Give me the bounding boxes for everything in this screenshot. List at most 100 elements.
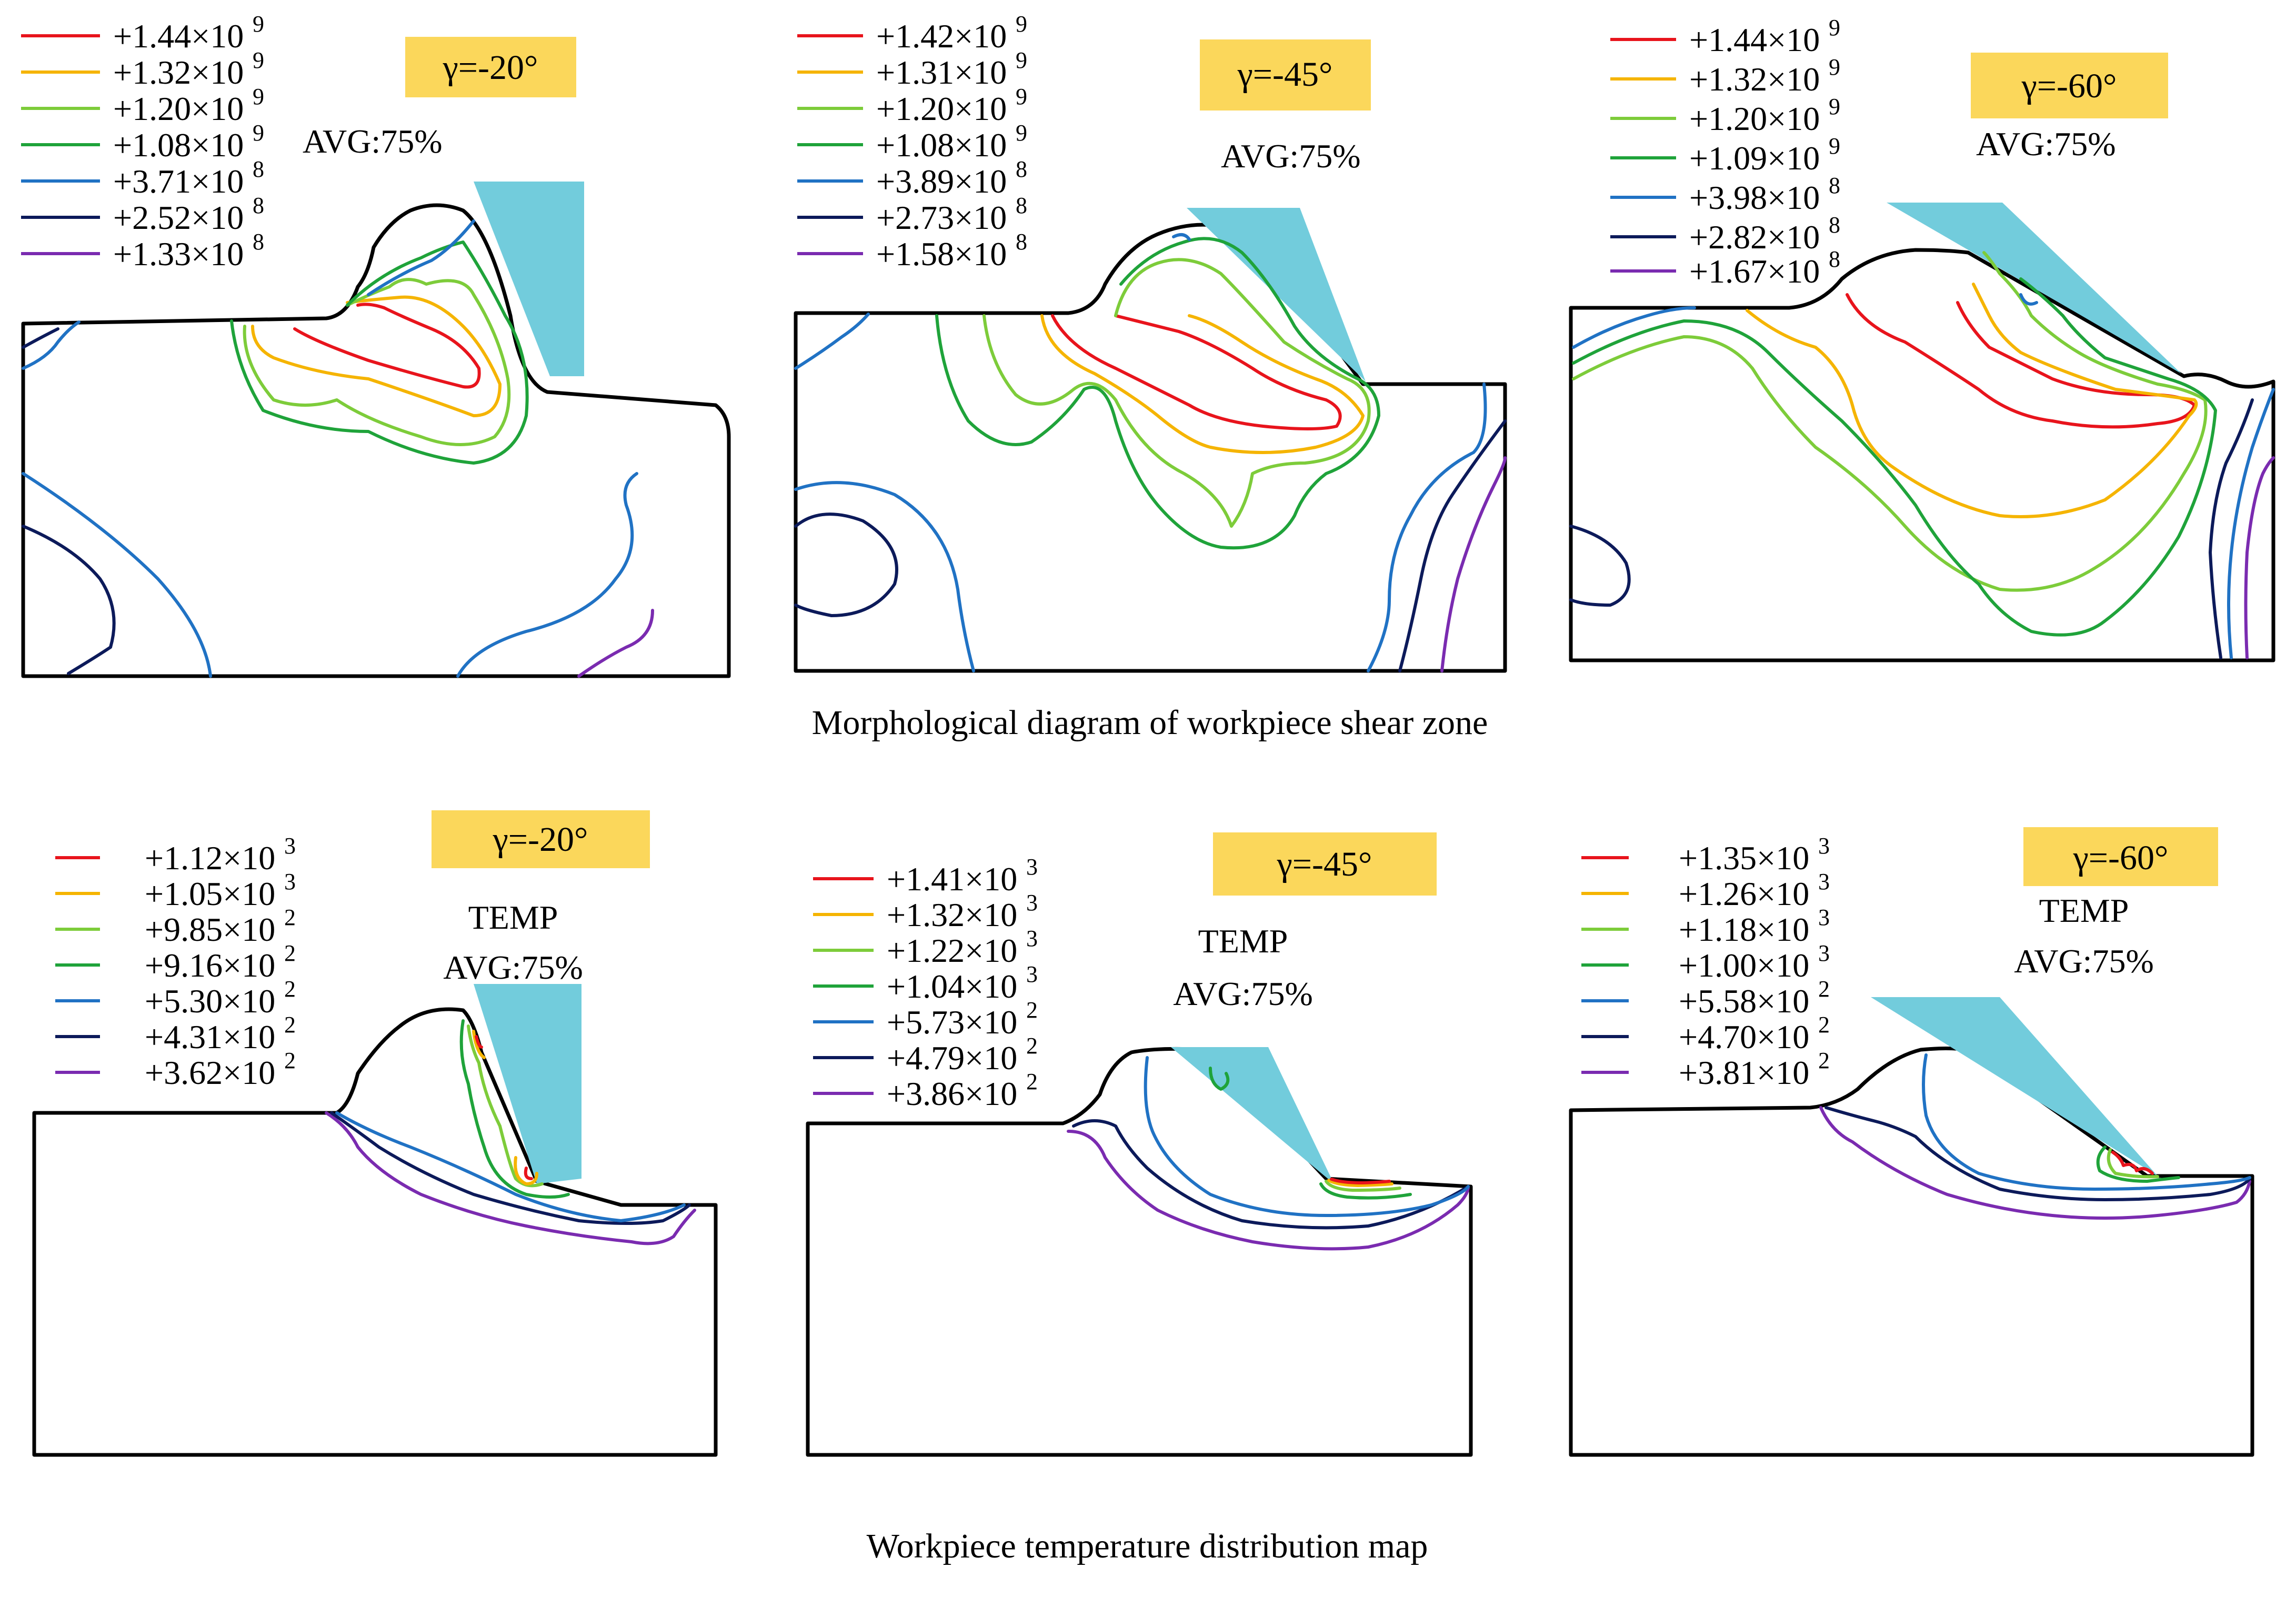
contour-blue-b bbox=[2019, 293, 2038, 306]
legend-exponent: 9 bbox=[1829, 15, 1840, 41]
contour-green bbox=[935, 237, 1380, 550]
contour-navy bbox=[330, 1111, 691, 1225]
legend-value: +1.26×10 bbox=[1679, 875, 1809, 912]
legend-item: +1.41×10 3 bbox=[813, 854, 1038, 898]
stress-contours bbox=[794, 233, 1507, 672]
legend-exponent: 2 bbox=[1818, 1048, 1830, 1073]
workpiece-drawing bbox=[21, 182, 731, 678]
legend-item: +1.58×10 8 bbox=[797, 229, 1027, 273]
legend-value: +5.58×10 bbox=[1679, 982, 1809, 1020]
legend-value: +3.81×10 bbox=[1679, 1054, 1809, 1091]
legend-exponent: 9 bbox=[1829, 133, 1840, 159]
contour-purple bbox=[2244, 456, 2275, 659]
contour-orange bbox=[1746, 283, 2198, 518]
legend-item: +1.20×10 9 bbox=[21, 84, 264, 127]
legend-value: +1.04×10 bbox=[887, 968, 1017, 1005]
legend-value: +1.58×10 bbox=[876, 235, 1007, 273]
rake-angle-badge: γ=-60° bbox=[2023, 827, 2218, 886]
avg-note: AVG:75% bbox=[1976, 125, 2116, 163]
badge-label: γ=-45° bbox=[1277, 845, 1372, 883]
workpiece-outline bbox=[21, 203, 731, 678]
legend-exponent: 9 bbox=[1829, 94, 1840, 119]
temp-note: TEMP bbox=[1198, 922, 1288, 960]
legend: +1.42×10 9 +1.31×10 9 +1.20×10 9 +1.08×1… bbox=[797, 11, 1027, 273]
contour-blue-c bbox=[2227, 388, 2275, 659]
rake-angle-badge: γ=-20° bbox=[405, 37, 576, 97]
legend-exponent: 3 bbox=[1026, 961, 1038, 987]
contour-red bbox=[1846, 293, 2196, 429]
contour-red bbox=[293, 303, 481, 389]
legend-item: +1.08×10 9 bbox=[797, 120, 1027, 164]
legend-item: +1.32×10 9 bbox=[21, 47, 264, 91]
contour-blue-a bbox=[794, 313, 870, 370]
contour-navy-a bbox=[1569, 525, 1631, 607]
legend-value: +1.44×10 bbox=[113, 17, 244, 55]
legend-exponent: 9 bbox=[1016, 84, 1027, 109]
contour-purple bbox=[1067, 1130, 1470, 1251]
contour-red bbox=[1330, 1178, 1391, 1184]
legend-value: +3.86×10 bbox=[887, 1075, 1017, 1112]
legend-value: +1.31×10 bbox=[876, 54, 1007, 91]
legend-exponent: 2 bbox=[284, 904, 296, 930]
legend-value: +1.18×10 bbox=[1679, 911, 1809, 948]
avg-note: AVG:75% bbox=[2014, 942, 2154, 980]
panel-stress-60: +1.44×10 9 +1.32×10 9 +1.20×10 9 +1.09×1… bbox=[1569, 15, 2275, 662]
contour-navy-a bbox=[794, 512, 898, 617]
legend-exponent: 8 bbox=[1016, 193, 1027, 218]
rake-angle-badge: γ=-45° bbox=[1213, 832, 1437, 896]
legend-value: +1.44×10 bbox=[1689, 21, 1820, 58]
legend-exponent: 2 bbox=[1818, 976, 1830, 1002]
badge-background bbox=[432, 810, 650, 868]
legend-exponent: 8 bbox=[253, 229, 264, 255]
legend-exponent: 9 bbox=[1016, 47, 1027, 73]
legend-item: +1.32×10 9 bbox=[1610, 54, 1840, 98]
legend-item: +1.31×10 9 bbox=[797, 47, 1027, 91]
contour-green bbox=[2096, 1145, 2180, 1183]
legend-exponent: 8 bbox=[1829, 246, 1840, 272]
legend-exponent: 9 bbox=[1016, 11, 1027, 37]
badge-label: γ=-60° bbox=[2021, 67, 2117, 105]
legend-exponent: 8 bbox=[1829, 173, 1840, 198]
legend-value: +1.32×10 bbox=[1689, 61, 1820, 98]
contour-blue-a bbox=[22, 320, 81, 370]
workpiece-outline bbox=[32, 1007, 718, 1457]
contour-red bbox=[475, 1035, 533, 1180]
contour-navy-b bbox=[22, 327, 59, 349]
contour-orange bbox=[251, 295, 502, 417]
legend-item: +3.81×10 2 bbox=[1581, 1048, 1830, 1091]
legend-exponent: 3 bbox=[1818, 833, 1830, 859]
contour-orange bbox=[472, 1030, 538, 1185]
legend-exponent: 9 bbox=[253, 47, 264, 73]
legend: +1.35×10 3 +1.26×10 3 +1.18×10 3 +1.00×1… bbox=[1581, 833, 1830, 1091]
cutting-tool bbox=[474, 182, 584, 376]
legend-exponent: 8 bbox=[253, 193, 264, 218]
legend-value: +4.79×10 bbox=[887, 1039, 1017, 1077]
panel-temp-20: +1.12×10 3 +1.05×10 3 +9.85×10 2 +9.16×1… bbox=[32, 810, 718, 1457]
cutting-tool bbox=[1171, 1047, 1334, 1184]
workpiece-drawing bbox=[32, 984, 718, 1457]
legend-item: +1.42×10 9 bbox=[797, 11, 1027, 55]
legend-value: +4.31×10 bbox=[145, 1018, 275, 1056]
legend-item: +2.73×10 8 bbox=[797, 193, 1027, 236]
legend-value: +1.35×10 bbox=[1679, 839, 1809, 877]
legend-value: +9.85×10 bbox=[145, 911, 275, 948]
badge-background bbox=[1213, 832, 1437, 896]
legend: +1.12×10 3 +1.05×10 3 +9.85×10 2 +9.16×1… bbox=[55, 833, 296, 1091]
legend-exponent: 2 bbox=[284, 940, 296, 966]
contour-green bbox=[1572, 277, 2217, 637]
legend-exponent: 3 bbox=[1026, 890, 1038, 916]
legend-value: +2.52×10 bbox=[113, 199, 244, 236]
contour-navy-b bbox=[2209, 398, 2254, 659]
legend-value: +1.20×10 bbox=[876, 90, 1007, 127]
contour-blue bbox=[1922, 1053, 2251, 1191]
legend-value: +1.05×10 bbox=[145, 875, 275, 912]
contour-orange bbox=[1040, 314, 1365, 454]
contour-purple bbox=[325, 1111, 696, 1245]
legend-item: +9.16×10 2 bbox=[55, 940, 296, 984]
legend-item: +1.04×10 3 bbox=[813, 961, 1038, 1005]
caption-shear-zone: Morphological diagram of workpiece shear… bbox=[812, 703, 1488, 742]
contour-blue-top bbox=[367, 219, 475, 296]
legend-item: +4.31×10 2 bbox=[55, 1012, 296, 1056]
contour-lightgreen bbox=[2107, 1148, 2159, 1179]
rake-angle-badge: γ=-20° bbox=[432, 810, 650, 868]
